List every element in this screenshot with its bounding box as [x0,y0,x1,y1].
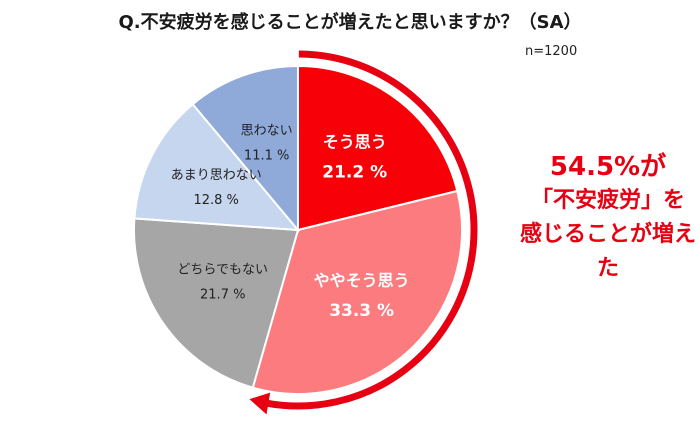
slice-value-3: 21.7 % [200,288,245,303]
slice-labels: そう思う 21.2 % ややそう思う 33.3 % どちらでもない 21.7 % あまり思わ… [171,124,410,322]
pie-slice-2 [251,189,463,395]
slice-value-5: 11.1 % [244,149,289,164]
callout-line-1: 54.5%が [549,152,667,182]
sample-size: n=1200 [525,44,578,59]
pie-slice-4 [133,102,301,232]
callout-line-3: 感じることが増えた [519,222,696,281]
chart-title: Q.不安疲労を感じることが増えたと思いますか？（SA） [118,12,582,33]
callout: 54.5%が 「不安疲労」を 感じることが増えた [516,150,700,286]
callout-line-2: 「不安疲労」を [530,188,685,213]
pie-slice-5 [191,64,299,233]
slice-label-3: どちらでもない [177,263,268,278]
slice-value-1: 21.2 % [322,163,387,183]
slice-value-4: 12.8 % [193,193,238,208]
slice-label-1: そう思う [323,133,387,152]
highlight-arrow-head [249,392,271,415]
slice-value-2: 33.3 % [329,301,394,321]
highlight-arrow-arc [265,50,478,410]
slice-label-4: あまり思わない [171,168,262,183]
slice-label-2: ややそう思う [314,271,410,290]
highlight-arrow [249,50,478,415]
pie-slice-3 [133,217,300,389]
slice-label-5: 思わない [241,124,293,139]
pie-slices [133,64,463,395]
pie-slice-1 [297,64,459,232]
